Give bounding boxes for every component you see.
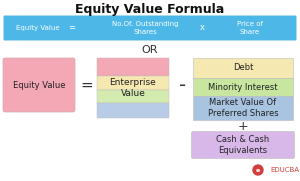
Circle shape — [253, 165, 263, 175]
Text: Cash & Cash
Equivalents: Cash & Cash Equivalents — [216, 135, 270, 155]
Bar — [193, 58, 293, 78]
FancyBboxPatch shape — [191, 132, 295, 159]
Text: Equity Value: Equity Value — [16, 25, 60, 31]
Text: e: e — [256, 167, 260, 172]
Bar — [97, 58, 169, 76]
Text: No.Of. Outstanding
Shares: No.Of. Outstanding Shares — [112, 21, 178, 35]
FancyBboxPatch shape — [3, 58, 75, 112]
Text: =: = — [68, 24, 76, 33]
Text: OR: OR — [142, 45, 158, 55]
Text: Equity Value Formula: Equity Value Formula — [75, 3, 225, 16]
Bar — [97, 90, 169, 103]
Text: x: x — [200, 24, 205, 33]
Text: =: = — [81, 77, 93, 92]
Text: Debt: Debt — [233, 64, 253, 73]
Text: EDUCBA: EDUCBA — [270, 167, 299, 173]
Text: Market Value Of
Preferred Shares: Market Value Of Preferred Shares — [208, 98, 278, 118]
Bar — [97, 103, 169, 118]
Bar — [193, 96, 293, 120]
Text: Enterprise
Value: Enterprise Value — [110, 78, 156, 98]
Text: +: + — [238, 121, 248, 134]
Text: Equity Value: Equity Value — [13, 81, 65, 89]
Text: Minority Interest: Minority Interest — [208, 83, 278, 92]
Text: Price of
Share: Price of Share — [237, 21, 263, 35]
FancyBboxPatch shape — [4, 16, 296, 41]
Bar — [193, 78, 293, 96]
Bar — [97, 76, 169, 90]
Text: -: - — [179, 75, 187, 94]
